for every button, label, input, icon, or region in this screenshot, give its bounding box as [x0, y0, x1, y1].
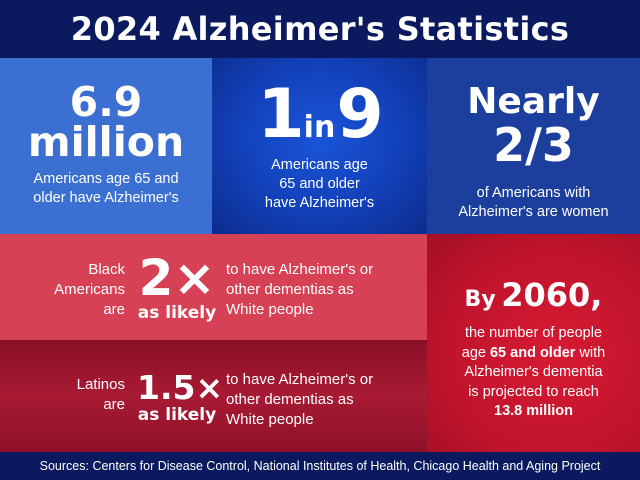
black-americans-group: Black Americans are: [54, 260, 125, 320]
stat-women-desc: of Americans with Alzheimer's are women: [427, 184, 640, 222]
black-americans-group-line1: Black: [88, 261, 125, 278]
black-americans-desc-line2: other dementias as: [226, 281, 354, 298]
title-bar: 2024 Alzheimer's Statistics: [0, 0, 640, 58]
stat-ratio-left: 1: [257, 75, 304, 154]
stat-total-desc-line1: Americans age 65 and: [33, 171, 179, 187]
latinos-group: Latinos are: [77, 375, 125, 415]
black-americans-group-line3: are: [103, 301, 125, 318]
stat-total-desc-line2: older have Alzheimer's: [33, 190, 179, 206]
black-americans-desc: to have Alzheimer's or other dementias a…: [226, 260, 421, 320]
stat-ratio-desc-line1: Americans age: [271, 157, 368, 173]
projection-line4: is projected to reach: [468, 383, 599, 400]
sources-text: Sources: Centers for Disease Control, Na…: [39, 459, 601, 473]
stat-ratio-in: in: [303, 110, 336, 145]
black-americans-desc-line3: White people: [226, 301, 314, 318]
stat-women-desc-line2: Alzheimer's are women: [458, 204, 609, 220]
latinos-desc-line1: to have Alzheimer's or: [226, 371, 374, 388]
latinos-group-line1: Latinos: [76, 376, 125, 393]
projection-year: 2060,: [501, 276, 603, 314]
latinos-desc: to have Alzheimer's or other dementias a…: [226, 370, 421, 430]
page-title: 2024 Alzheimer's Statistics: [70, 10, 570, 48]
stat-ratio-right: 9: [336, 75, 383, 154]
projection-body: the number of people age 65 and older wi…: [427, 324, 640, 422]
black-americans-multiplier: 2× as likely: [137, 252, 217, 322]
black-americans-panel: Black Americans are 2× as likely to have…: [0, 234, 427, 340]
projection-line2-bold: 65 and older: [489, 344, 576, 361]
stat-women-panel: Nearly 2/3 of Americans with Alzheimer's…: [427, 58, 640, 234]
projection-line5: 13.8 million: [494, 403, 573, 419]
projection-panel: By 2060, the number of people age 65 and…: [427, 234, 640, 452]
stat-ratio-desc-line3: have Alzheimer's: [264, 195, 375, 211]
projection-line1: the number of people: [464, 325, 603, 341]
black-americans-group-line2: Americans: [54, 281, 125, 298]
black-americans-desc-line1: to have Alzheimer's or: [226, 261, 374, 278]
latinos-panel: Latinos are 1.5× as likely to have Alzhe…: [0, 340, 427, 452]
latinos-group-line2: are: [103, 396, 125, 413]
projection-line2-post: with: [579, 344, 606, 361]
projection-line2: age 65 and older with: [427, 344, 640, 364]
black-americans-likely: as likely: [137, 303, 217, 323]
black-americans-multiplier-value: 2×: [138, 249, 216, 307]
stat-total-panel: 6.9 million Americans age 65 and older h…: [0, 58, 212, 234]
stat-women-fraction: 2/3: [493, 118, 574, 172]
latinos-multiplier-value: 1.5×: [137, 368, 224, 407]
stat-ratio-figure: 1 in 9: [212, 80, 427, 150]
stat-total-desc: Americans age 65 and older have Alzheime…: [0, 170, 212, 208]
latinos-desc-line3: White people: [226, 411, 314, 428]
latinos-likely: as likely: [137, 405, 217, 425]
latinos-desc-line2: other dementias as: [226, 391, 354, 408]
sources-footer: Sources: Centers for Disease Control, Na…: [0, 452, 640, 480]
projection-heading: By 2060,: [427, 278, 640, 318]
latinos-multiplier: 1.5× as likely: [137, 368, 224, 425]
projection-line2-pre: age: [461, 344, 486, 361]
stat-ratio-desc: Americans age 65 and older have Alzheime…: [212, 156, 427, 213]
stat-total-number: 6.9: [69, 78, 143, 126]
projection-line3: Alzheimer's dementia: [464, 364, 603, 380]
stat-women-desc-line1: of Americans with: [476, 185, 591, 201]
stat-total-unit: million: [27, 118, 185, 166]
stat-women-nearly: Nearly: [467, 81, 600, 122]
projection-by: By: [464, 287, 496, 312]
stat-ratio-panel: 1 in 9 Americans age 65 and older have A…: [212, 58, 427, 234]
stat-ratio-desc-line2: 65 and older: [279, 176, 360, 192]
